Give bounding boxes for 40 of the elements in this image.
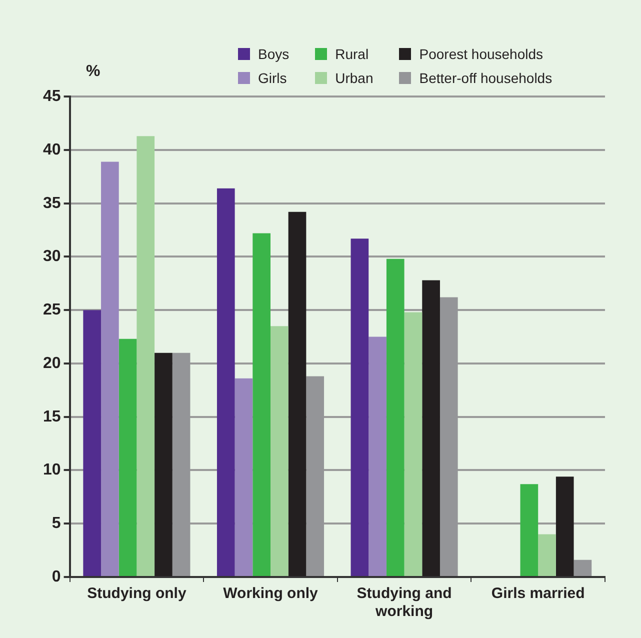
legend-label: Poorest households — [419, 46, 544, 62]
y-axis-title: % — [86, 63, 100, 81]
bar — [520, 484, 538, 576]
bar — [216, 188, 235, 576]
bar — [83, 310, 102, 576]
bar — [101, 162, 119, 576]
bar — [288, 212, 306, 576]
bar — [118, 338, 137, 576]
bar — [154, 352, 172, 576]
bar — [556, 476, 574, 576]
bar — [234, 378, 253, 576]
y-tick-label: 45 — [43, 88, 61, 106]
y-tick-label: 25 — [43, 302, 61, 319]
legend-label: Rural — [335, 46, 369, 62]
y-tick-label: 20 — [43, 354, 61, 372]
bar — [252, 233, 270, 576]
bar — [404, 312, 422, 576]
y-tick-label: 15 — [43, 408, 61, 426]
bar — [350, 238, 369, 576]
bar — [270, 326, 288, 576]
y-tick-label: 10 — [43, 462, 61, 479]
x-tick-label: Studying only — [87, 585, 187, 602]
bar — [136, 136, 155, 576]
y-tick-label: 0 — [52, 568, 61, 586]
y-tick-label: 40 — [43, 141, 61, 158]
bar — [368, 336, 386, 576]
bar — [386, 258, 404, 576]
legend-label: Better-off households — [419, 70, 552, 86]
bar — [422, 280, 440, 576]
legend-label: Girls — [258, 70, 287, 86]
y-tick-label: 30 — [43, 248, 61, 266]
x-tick-label: Studying and working — [356, 585, 452, 620]
x-tick-label: Girls married — [491, 585, 585, 602]
y-tick-label: 35 — [43, 194, 61, 212]
y-tick-label: 5 — [52, 515, 61, 532]
legend-label: Boys — [258, 46, 290, 62]
x-tick-label: Working only — [223, 585, 319, 602]
bar — [538, 534, 556, 576]
legend-label: Urban — [335, 70, 374, 86]
bar — [574, 560, 592, 576]
